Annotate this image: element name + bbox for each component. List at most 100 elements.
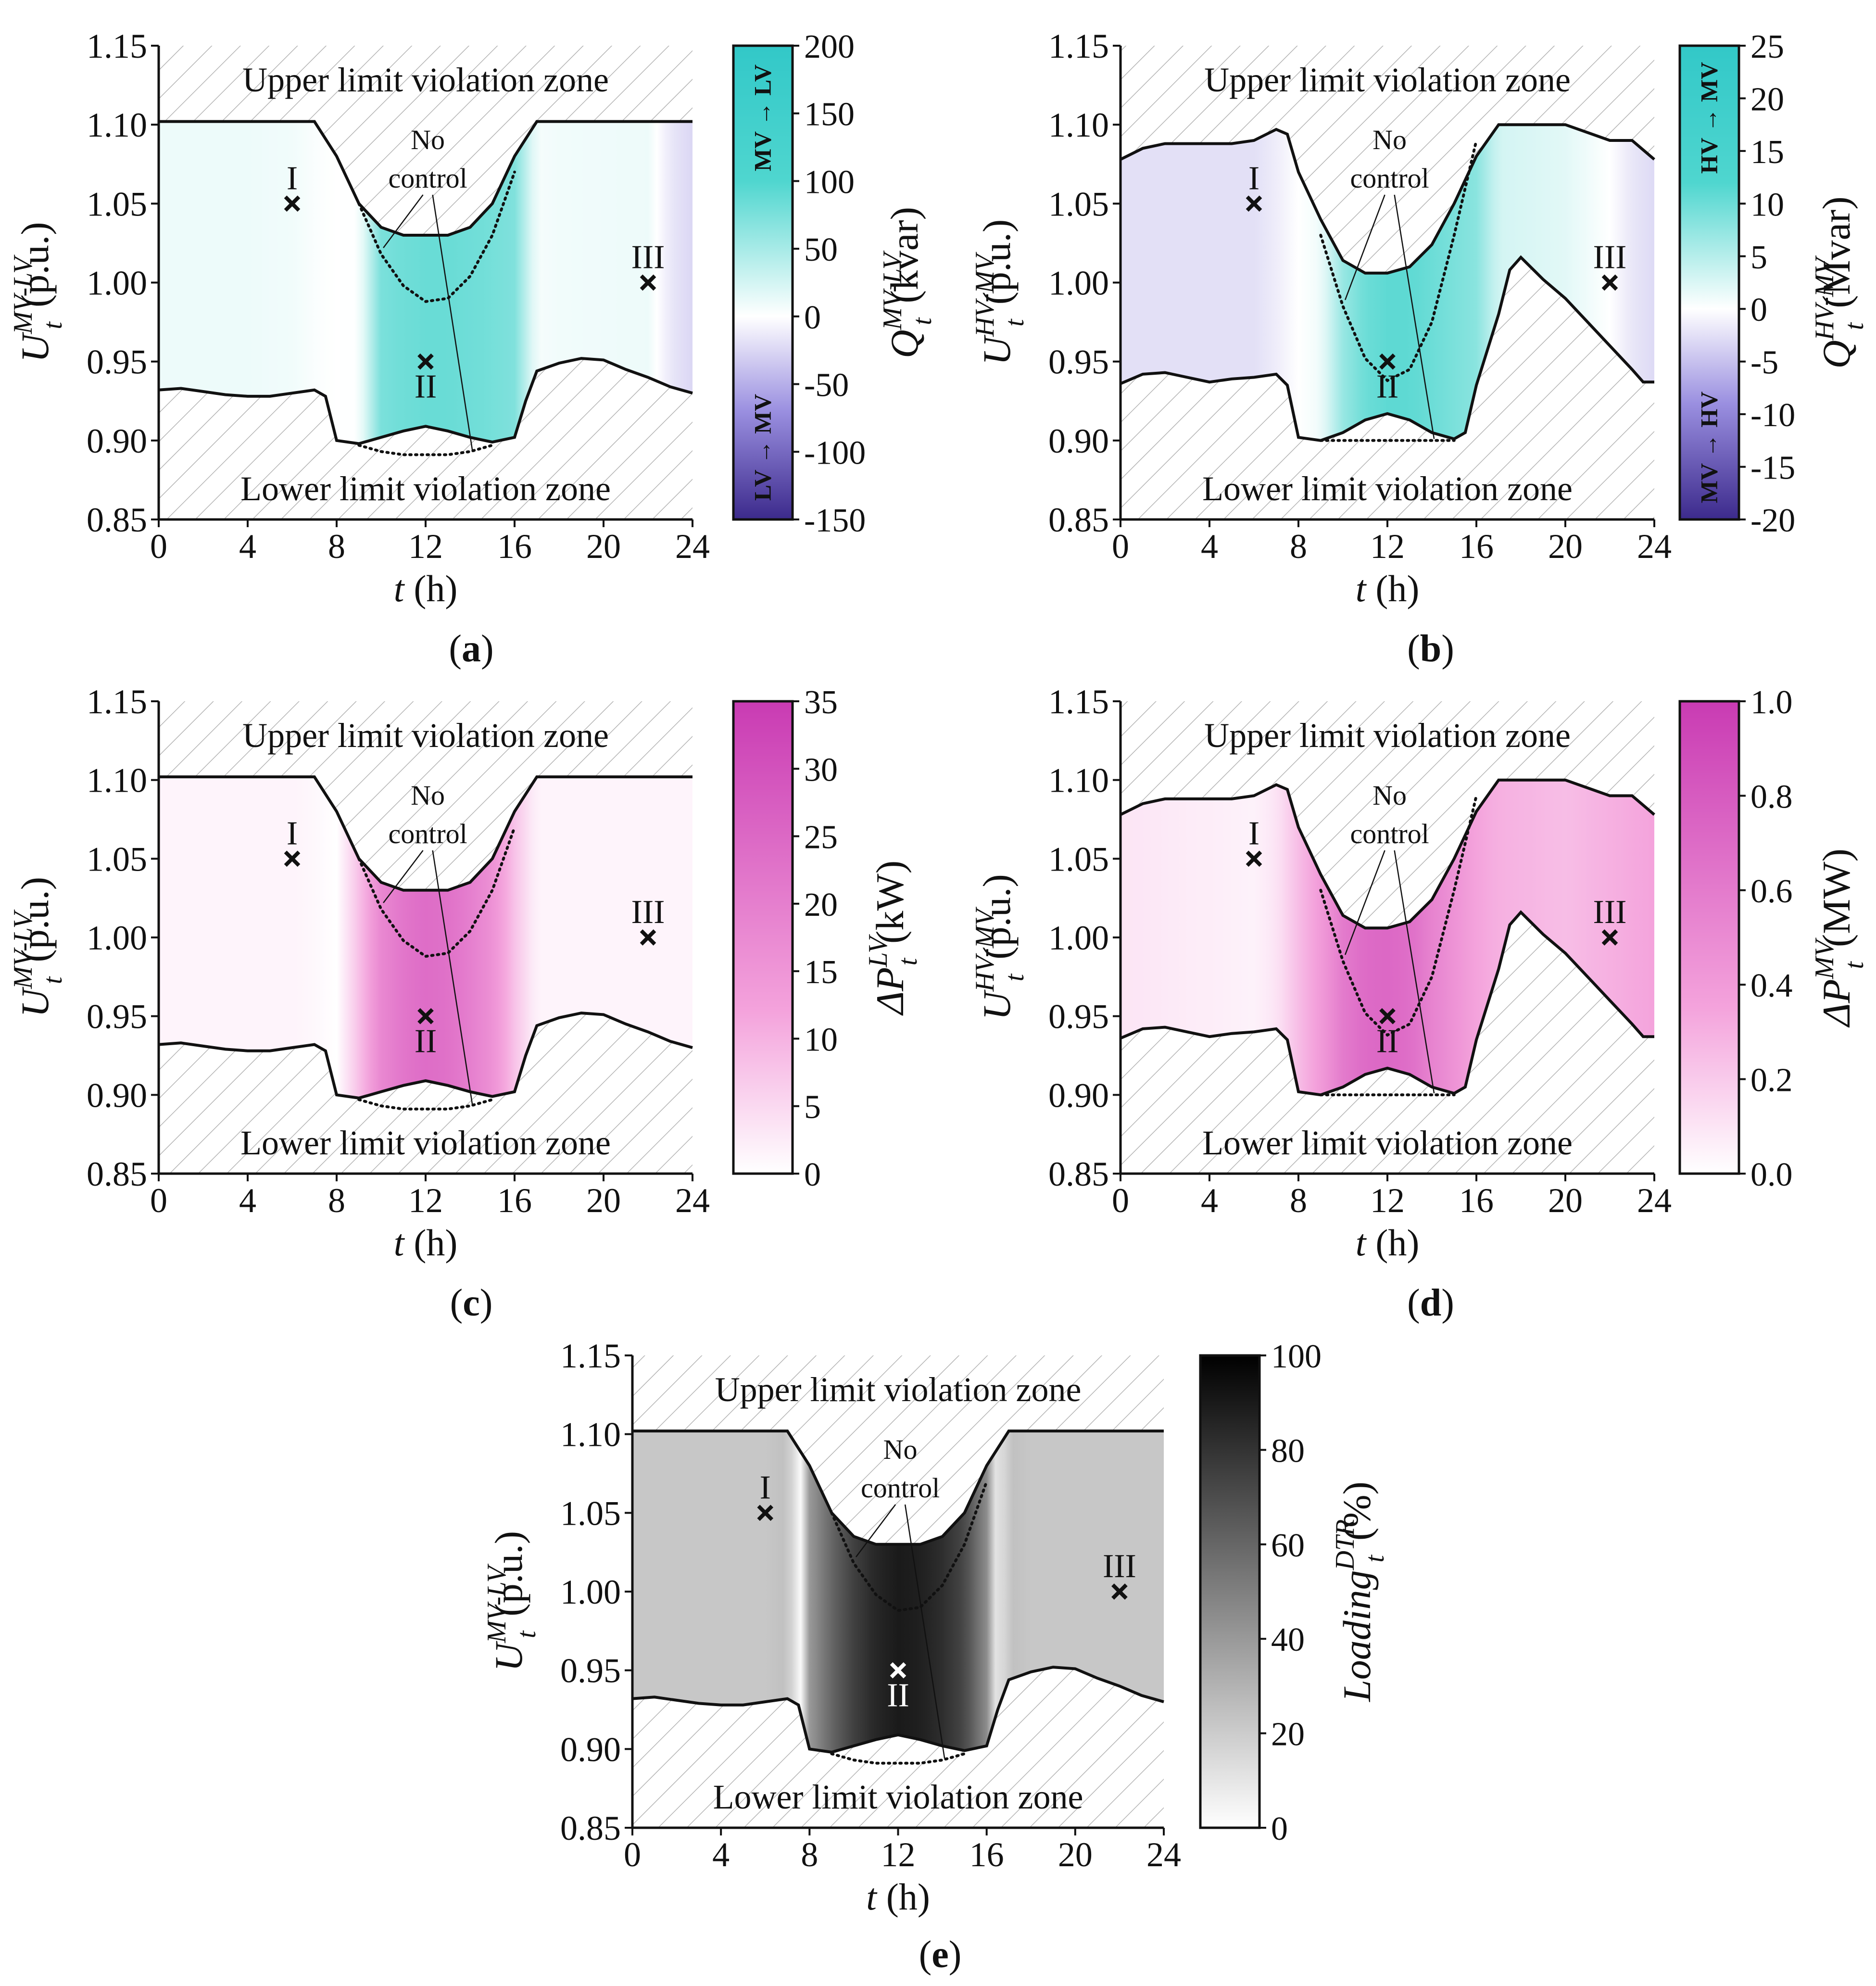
annotation-control: control bbox=[388, 818, 467, 849]
x-tick-label: 8 bbox=[1290, 527, 1307, 566]
colorbar-tick-label: -150 bbox=[804, 502, 866, 539]
colorbar-tick-label: 40 bbox=[1271, 1621, 1305, 1658]
colorbar-bottom-label: LV → MV bbox=[749, 394, 776, 501]
colorbar-tick-label: 100 bbox=[804, 164, 855, 201]
svg-text:UHV-MVt(p.u.): UHV-MVt(p.u.) bbox=[970, 219, 1030, 365]
y-tick-label: 1.00 bbox=[87, 264, 147, 303]
point-marker-III bbox=[1601, 274, 1618, 291]
y-tick-label: 1.05 bbox=[87, 185, 147, 223]
colorbar-label: ΔPMVt(MW) bbox=[1810, 848, 1869, 1028]
colorbar-label: QMV-LVt(kvar) bbox=[878, 207, 937, 358]
panel-caption: (a) bbox=[449, 628, 493, 670]
svg-text:UMV-LVt(p.u.): UMV-LVt(p.u.) bbox=[8, 877, 68, 1017]
y-tick-label: 1.10 bbox=[87, 761, 147, 800]
point-marker-I bbox=[284, 850, 301, 867]
colorbar bbox=[732, 44, 794, 521]
colorbar-top-label: HV → MV bbox=[1696, 62, 1723, 174]
colorbar-tick-label: 150 bbox=[804, 96, 855, 133]
x-tick-label: 12 bbox=[1370, 1181, 1405, 1220]
no-control-upper-curve bbox=[357, 170, 516, 304]
x-tick-label: 16 bbox=[497, 527, 532, 566]
x-tick-label: 4 bbox=[239, 527, 256, 566]
annotation-pointer bbox=[432, 194, 473, 450]
lower-bound-line bbox=[158, 1012, 693, 1100]
point-label-I: I bbox=[760, 1469, 771, 1506]
y-tick-label: 1.05 bbox=[560, 1494, 621, 1532]
y-tick-label: 1.10 bbox=[1048, 761, 1109, 800]
no-control-upper-curve bbox=[830, 1480, 988, 1612]
y-tick-label: 1.00 bbox=[87, 919, 147, 957]
x-axis-unit: (h) bbox=[1375, 568, 1419, 609]
x-axis-var: t bbox=[394, 1222, 405, 1264]
point-label-II: II bbox=[1376, 368, 1399, 405]
colorbar-label: LoadingDTRt(%) bbox=[1330, 1481, 1390, 1702]
colorbar-label: QHV-MVt(Mvar) bbox=[1810, 196, 1869, 368]
y-tick-label: 0.85 bbox=[87, 1155, 147, 1193]
y-tick-label: 1.15 bbox=[1048, 683, 1109, 721]
y-tick-label: 0.90 bbox=[87, 422, 147, 460]
colorbar-tick-label: -15 bbox=[1750, 450, 1795, 487]
colorbar-tick-label: 0.8 bbox=[1750, 778, 1793, 815]
point-label-I: I bbox=[1248, 815, 1259, 852]
x-tick-label: 20 bbox=[1548, 527, 1583, 566]
x-tick-label: 8 bbox=[328, 1181, 345, 1220]
annotation-no: No bbox=[883, 1434, 918, 1465]
y-tick-label: 0.85 bbox=[87, 501, 147, 539]
x-axis-unit: (h) bbox=[414, 568, 457, 609]
panel-d: 0.85 0.90 0.95 1.00 1.05 1.10 1.15 0 4 8 12 16 20 24 t… bbox=[970, 683, 1869, 1324]
x-tick-label: 8 bbox=[801, 1835, 818, 1874]
colorbar-tick-label: 0 bbox=[1750, 291, 1767, 329]
x-tick-label: 0 bbox=[624, 1835, 641, 1874]
x-axis-var: t bbox=[394, 568, 405, 609]
colorbar bbox=[1678, 44, 1740, 521]
y-tick-label: 1.00 bbox=[1048, 919, 1109, 957]
x-tick-label: 16 bbox=[1459, 527, 1494, 566]
y-tick-label: 1.05 bbox=[1048, 840, 1109, 878]
point-marker-III bbox=[1111, 1583, 1128, 1600]
x-tick-label: 12 bbox=[881, 1835, 916, 1874]
x-tick-label: 24 bbox=[1637, 527, 1672, 566]
y-axis-label: UMV-LVt(p.u.) bbox=[482, 1531, 541, 1671]
lower-zone-label: Lower limit violation zone bbox=[1202, 469, 1573, 508]
colorbar-tick-label: 60 bbox=[1271, 1527, 1305, 1564]
point-marker-II bbox=[1379, 1008, 1396, 1025]
no-control-lower-curve bbox=[357, 443, 494, 456]
annotation-pointer bbox=[383, 850, 424, 903]
x-tick-label: 20 bbox=[586, 1181, 621, 1220]
point-marker-I bbox=[1246, 850, 1262, 867]
x-tick-label: 0 bbox=[1112, 527, 1129, 566]
y-tick-label: 1.00 bbox=[1048, 264, 1109, 303]
annotation-control: control bbox=[861, 1472, 940, 1504]
lower-bound-line bbox=[1120, 255, 1654, 442]
point-label-I: I bbox=[287, 815, 298, 852]
x-tick-label: 24 bbox=[1637, 1181, 1672, 1220]
y-tick-label: 1.05 bbox=[1048, 185, 1109, 223]
point-marker-I bbox=[284, 195, 301, 212]
annotation-no: No bbox=[411, 780, 445, 811]
point-label-III: III bbox=[1593, 239, 1627, 276]
x-tick-label: 4 bbox=[1201, 1181, 1218, 1220]
upper-zone-label: Upper limit violation zone bbox=[242, 61, 609, 99]
svg-text:UMV-LVt(p.u.): UMV-LVt(p.u.) bbox=[482, 1531, 541, 1671]
y-tick-label: 0.90 bbox=[1048, 1076, 1109, 1114]
y-tick-label: 0.95 bbox=[87, 998, 147, 1036]
svg-text:QMV-LVt(kvar): QMV-LVt(kvar) bbox=[878, 207, 937, 358]
lower-zone-label: Lower limit violation zone bbox=[240, 1124, 611, 1162]
panel-c: 0.85 0.90 0.95 1.00 1.05 1.10 1.15 0 4 8 12 16 20 24 t… bbox=[8, 683, 923, 1324]
y-tick-label: 0.85 bbox=[560, 1809, 621, 1847]
x-tick-label: 4 bbox=[1201, 527, 1218, 566]
x-tick-label: 0 bbox=[1112, 1181, 1129, 1220]
lower-zone-label: Lower limit violation zone bbox=[240, 469, 611, 508]
annotation-control: control bbox=[1350, 163, 1429, 194]
x-tick-label: 20 bbox=[1548, 1181, 1583, 1220]
point-label-III: III bbox=[1593, 894, 1627, 931]
colorbar-tick-label: 0.0 bbox=[1750, 1156, 1793, 1193]
upper-bound-line bbox=[159, 775, 692, 892]
colorbar-tick-label: 10 bbox=[804, 1021, 838, 1058]
y-tick-label: 0.85 bbox=[1048, 1155, 1109, 1193]
colorbar-tick-label: 0.2 bbox=[1750, 1062, 1793, 1099]
x-axis-label: t (h) bbox=[1356, 568, 1420, 609]
y-tick-label: 1.15 bbox=[560, 1337, 621, 1375]
upper-bound-line bbox=[159, 120, 692, 237]
